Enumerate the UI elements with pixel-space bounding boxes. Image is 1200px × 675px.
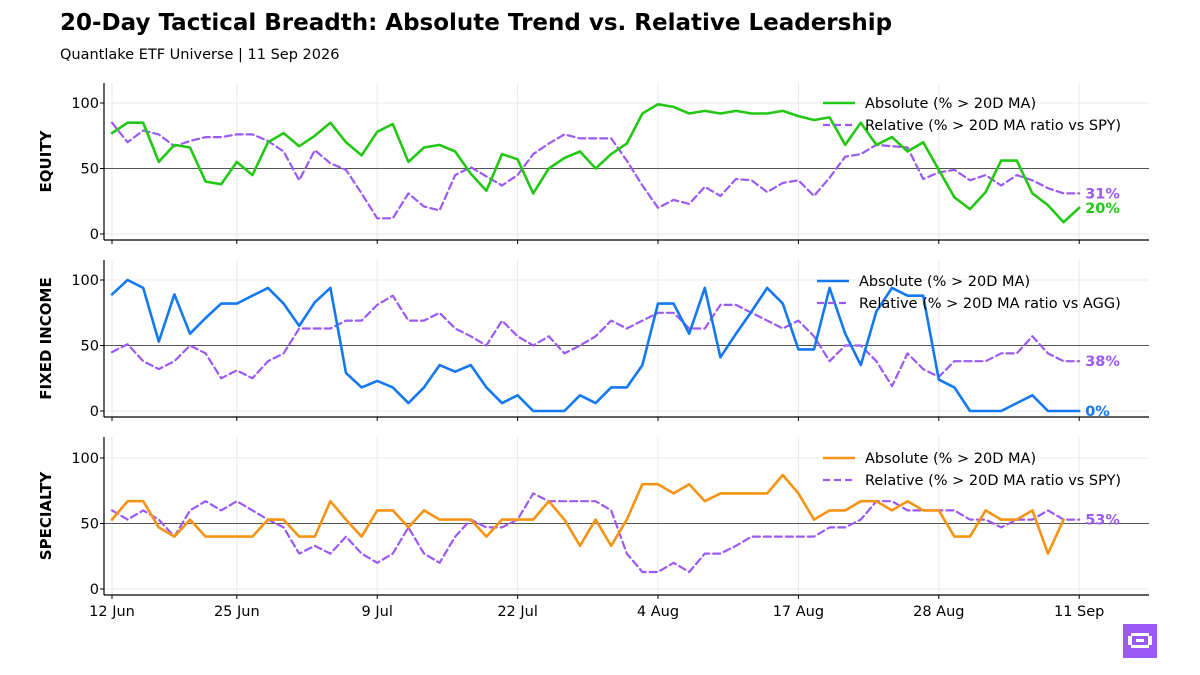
x-tick-label: 17 Aug xyxy=(773,604,824,620)
series-line-equity-absolute xyxy=(110,103,1081,224)
series-line-fixed_income-relative xyxy=(110,294,1081,388)
y-tick-label: 100 xyxy=(71,96,99,112)
x-tick-label: 4 Aug xyxy=(637,604,679,620)
panel-ylabel-specialty: SPECIALTY xyxy=(37,471,55,561)
end-label-fixed_income-absolute: 0% xyxy=(1085,404,1110,420)
pixel-logo-icon xyxy=(1123,624,1157,658)
x-tick-label: 25 Jun xyxy=(214,604,260,620)
y-tick-label: 100 xyxy=(71,273,99,289)
legend-label: Relative (% > 20D MA ratio vs SPY) xyxy=(865,118,1121,134)
series-line-equity-relative xyxy=(110,121,1081,220)
legend-label: Relative (% > 20D MA ratio vs SPY) xyxy=(865,473,1121,489)
x-tick-label: 9 Jul xyxy=(362,604,393,620)
x-tick-label: 11 Sep xyxy=(1054,604,1104,620)
legend-label: Absolute (% > 20D MA) xyxy=(859,274,1030,290)
chart-title: 20-Day Tactical Breadth: Absolute Trend … xyxy=(60,10,893,36)
series-line-specialty-relative xyxy=(110,492,1081,574)
y-tick-label: 50 xyxy=(81,162,99,178)
y-tick-label: 0 xyxy=(90,404,99,420)
legend-label: Relative (% > 20D MA ratio vs AGG) xyxy=(859,296,1121,312)
y-tick-label: 0 xyxy=(90,582,99,598)
end-label-equity-relative: 31% xyxy=(1085,186,1120,202)
y-tick-label: 100 xyxy=(71,451,99,467)
y-tick-label: 0 xyxy=(90,227,99,243)
y-tick-label: 50 xyxy=(81,517,99,533)
panel-ylabel-fixed_income: FIXED INCOME xyxy=(37,277,55,399)
chart-subtitle: Quantlake ETF Universe | 11 Sep 2026 xyxy=(60,47,340,63)
legend-label: Absolute (% > 20D MA) xyxy=(865,96,1036,112)
series-line-fixed_income-absolute xyxy=(110,278,1081,413)
x-tick-label: 22 Jul xyxy=(497,604,538,620)
y-tick-label: 50 xyxy=(81,339,99,355)
end-label-specialty-relative: 53% xyxy=(1085,513,1120,529)
x-tick-label: 28 Aug xyxy=(913,604,964,620)
end-label-fixed_income-relative: 38% xyxy=(1085,354,1120,370)
legend-label: Absolute (% > 20D MA) xyxy=(865,451,1036,467)
end-label-equity-absolute: 20% xyxy=(1085,201,1120,217)
x-tick-label: 12 Jun xyxy=(89,604,135,620)
series-line-specialty-absolute xyxy=(110,473,1065,555)
panel-ylabel-equity: EQUITY xyxy=(37,129,55,192)
